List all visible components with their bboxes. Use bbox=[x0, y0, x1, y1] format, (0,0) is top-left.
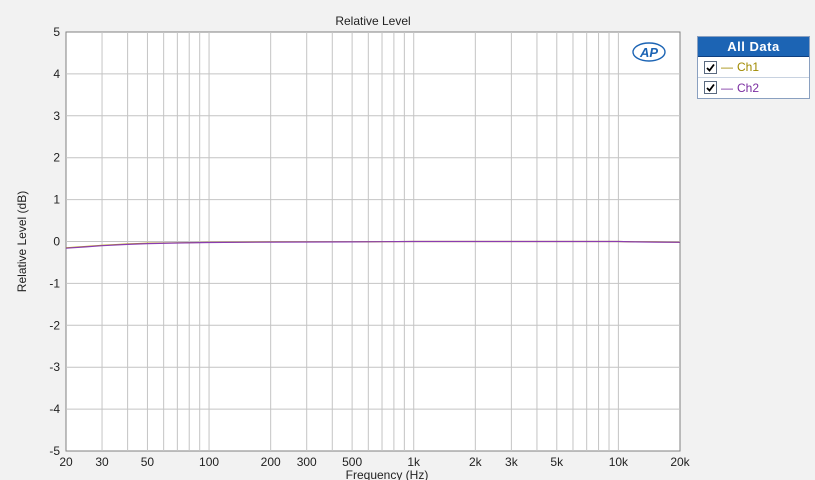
check-icon bbox=[706, 63, 715, 72]
check-icon bbox=[706, 83, 715, 92]
x-tick-label: 300 bbox=[297, 455, 317, 469]
legend-panel: All Data — Ch1 — Ch2 bbox=[697, 36, 810, 99]
legend-line-ch1: — bbox=[721, 60, 733, 74]
ch1-checkbox[interactable] bbox=[704, 60, 717, 74]
x-tick-label: 2k bbox=[469, 455, 483, 469]
legend-label-ch1: Ch1 bbox=[737, 60, 760, 74]
x-axis-title: Frequency (Hz) bbox=[346, 468, 429, 480]
x-tick-label: 50 bbox=[141, 455, 155, 469]
x-tick-label: 100 bbox=[199, 455, 219, 469]
legend-header[interactable]: All Data bbox=[698, 37, 809, 57]
y-tick-label: 2 bbox=[53, 151, 60, 165]
legend-item-ch1[interactable]: — Ch1 bbox=[698, 57, 809, 77]
x-tick-label: 20k bbox=[670, 455, 690, 469]
x-axis: 20 30 50 100 200 300 500 1k 2k 3k 5k 10k 20k bbox=[59, 455, 690, 469]
ap-logo-icon: AP bbox=[632, 42, 666, 62]
y-axis-title: Relative Level (dB) bbox=[15, 191, 29, 292]
y-tick-label: 5 bbox=[53, 25, 60, 39]
legend-label-ch2: Ch2 bbox=[737, 80, 760, 95]
y-tick-label: 4 bbox=[53, 67, 60, 81]
series-line-ch2 bbox=[65, 240, 681, 249]
ap-logo-text: AP bbox=[639, 45, 658, 60]
legend-item-ch2[interactable]: — Ch2 bbox=[698, 77, 809, 97]
chart-title: Relative Level bbox=[335, 14, 410, 28]
x-tick-label: 3k bbox=[505, 455, 519, 469]
legend-line-ch2: — bbox=[721, 80, 733, 95]
x-tick-label: 20 bbox=[59, 455, 73, 469]
x-tick-label: 500 bbox=[342, 455, 362, 469]
x-tick-label: 200 bbox=[261, 455, 281, 469]
x-tick-label: 5k bbox=[550, 455, 564, 469]
y-tick-label: 0 bbox=[53, 235, 60, 249]
x-tick-label: 30 bbox=[95, 455, 109, 469]
x-tick-label: 1k bbox=[407, 455, 421, 469]
y-tick-label: -4 bbox=[49, 402, 60, 416]
y-tick-label: 3 bbox=[53, 109, 60, 123]
ch2-checkbox[interactable] bbox=[704, 81, 717, 94]
x-tick-label: 10k bbox=[609, 455, 629, 469]
y-tick-label: -2 bbox=[49, 318, 60, 332]
y-tick-label: -3 bbox=[49, 360, 60, 374]
series-lines bbox=[65, 240, 681, 249]
y-axis: 5 4 3 2 1 0 -1 -2 -3 -4 -5 bbox=[49, 25, 60, 458]
y-tick-label: -5 bbox=[49, 444, 60, 458]
y-tick-label: -1 bbox=[49, 276, 60, 290]
y-tick-label: 1 bbox=[53, 193, 60, 207]
